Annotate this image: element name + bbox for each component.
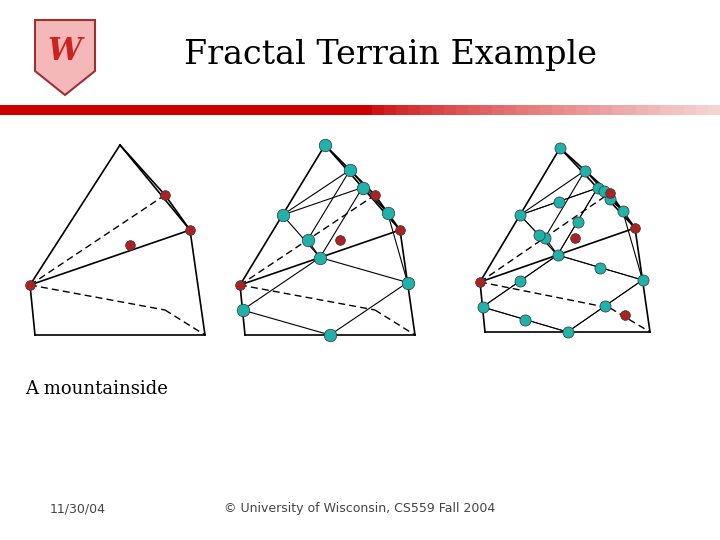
- Bar: [480, 105, 492, 115]
- Bar: [444, 105, 456, 115]
- Text: A mountainside: A mountainside: [25, 380, 168, 398]
- Bar: [540, 105, 552, 115]
- Bar: [0, 105, 720, 115]
- Bar: [408, 105, 420, 115]
- Text: Fractal Terrain Example: Fractal Terrain Example: [184, 39, 596, 71]
- Bar: [708, 105, 720, 115]
- Polygon shape: [35, 20, 95, 95]
- Text: W: W: [48, 36, 82, 66]
- Bar: [504, 105, 516, 115]
- Bar: [600, 105, 612, 115]
- Bar: [552, 105, 564, 115]
- Bar: [564, 105, 576, 115]
- Bar: [576, 105, 588, 115]
- Bar: [696, 105, 708, 115]
- Bar: [636, 105, 648, 115]
- Bar: [684, 105, 696, 115]
- Text: © University of Wisconsin, CS559 Fall 2004: © University of Wisconsin, CS559 Fall 20…: [225, 502, 495, 515]
- Bar: [588, 105, 600, 115]
- Bar: [492, 105, 504, 115]
- Bar: [648, 105, 660, 115]
- Text: 11/30/04: 11/30/04: [50, 502, 106, 515]
- Bar: [516, 105, 528, 115]
- Bar: [660, 105, 672, 115]
- Bar: [528, 105, 540, 115]
- Bar: [432, 105, 444, 115]
- Bar: [360, 105, 372, 115]
- Bar: [624, 105, 636, 115]
- Bar: [384, 105, 396, 115]
- Bar: [396, 105, 408, 115]
- Bar: [672, 105, 684, 115]
- Bar: [456, 105, 468, 115]
- Bar: [468, 105, 480, 115]
- Bar: [372, 105, 384, 115]
- Bar: [612, 105, 624, 115]
- Bar: [420, 105, 432, 115]
